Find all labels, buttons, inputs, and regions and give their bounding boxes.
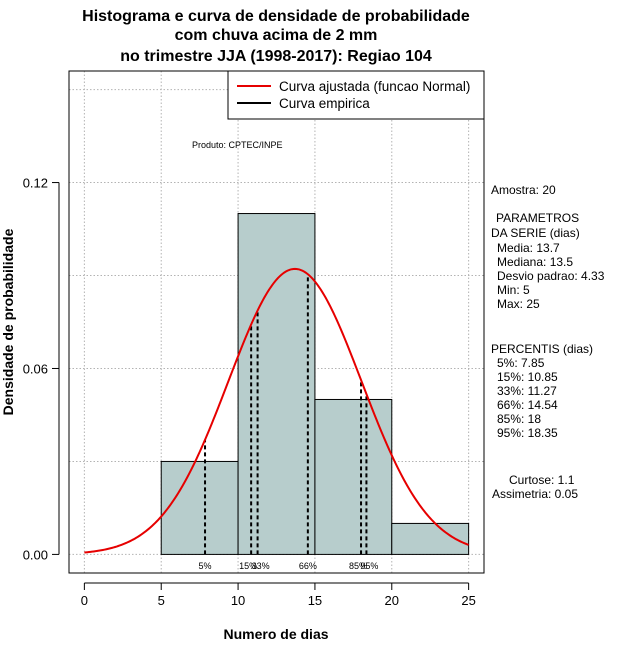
- stats-param-mean: Media: 13.7: [497, 241, 560, 255]
- percentile-label: 66%: [299, 561, 317, 571]
- x-tick-label: 25: [461, 593, 475, 608]
- legend-label-empirical: Curva empirica: [279, 96, 370, 111]
- axes: 0 5 10 15 20 25 0.00 0.06 0.12: [23, 176, 476, 608]
- percentile-label: 85%: [349, 561, 367, 571]
- percentile-label: 5%: [199, 561, 212, 571]
- x-tick-label: 20: [385, 593, 399, 608]
- normal-fit-curve: [84, 267, 469, 554]
- percentile-label: 95%: [360, 561, 378, 571]
- y-tick-label: 0.12: [23, 176, 48, 191]
- stats-percentil-85: 85%: 18: [497, 412, 541, 426]
- percentile-label: 15%: [239, 561, 257, 571]
- stats-percentil-95: 95%: 18.35: [497, 426, 558, 440]
- stats-percentil-66: 66%: 14.54: [497, 398, 558, 412]
- y-tick-label: 0.00: [23, 547, 48, 562]
- histogram-bar: [160, 460, 239, 555]
- stats-param-min: Min: 5: [497, 283, 530, 297]
- percentile-markers: 5% 15%33% 66% 85%95%: [199, 274, 378, 571]
- stats-param-median: Mediana: 13.5: [497, 255, 573, 269]
- stats-percentil-33: 33%: 11.27: [497, 384, 557, 398]
- y-axis-label: Densidade de probabilidade: [0, 228, 16, 415]
- chart-title-line-3: no trimestre JJA (1998-2017): Regiao 104: [120, 48, 432, 65]
- stats-kurtosis: Curtose: 1.1: [509, 473, 575, 487]
- legend: Curva ajustada (funcao Normal) Curva emp…: [227, 70, 485, 120]
- percentile-label: 33%: [252, 561, 270, 571]
- stats-percentis-header: PERCENTIS (dias): [491, 342, 593, 356]
- chart-title-line-2: com chuva acima de 2 mm: [175, 27, 378, 44]
- stats-percentil-5: 5%: 7.85: [497, 356, 545, 370]
- chart-title-line-1: Histograma e curva de densidade de proba…: [82, 8, 470, 25]
- x-axis-label: Numero de dias: [223, 626, 328, 642]
- y-tick-label: 0.06: [23, 361, 48, 376]
- x-tick-label: 0: [81, 593, 88, 608]
- legend-box: [227, 70, 485, 120]
- stats-sample: Amostra: 20: [491, 183, 556, 197]
- x-tick-label: 15: [308, 593, 322, 608]
- stats-params-unit: DA SERIE (dias): [491, 226, 580, 240]
- stats-param-sd: Desvio padrao: 4.33: [497, 269, 605, 283]
- stats-params-header: PARAMETROS: [496, 211, 579, 225]
- density-curve: [84, 267, 469, 554]
- histogram-bar: [314, 398, 393, 555]
- x-tick-label: 10: [231, 593, 245, 608]
- histogram-bar: [237, 213, 316, 555]
- stats-percentil-15: 15%: 10.85: [497, 370, 558, 384]
- legend-label-fitted: Curva ajustada (funcao Normal): [279, 79, 470, 94]
- product-annotation: Produto: CPTEC/INPE: [192, 140, 283, 150]
- stats-panel: Amostra: 20 PARAMETROS DA SERIE (dias) M…: [491, 183, 605, 501]
- x-tick-label: 5: [158, 593, 165, 608]
- histogram-bars: [160, 213, 470, 555]
- stats-skewness: Assimetria: 0.05: [492, 487, 578, 501]
- stats-param-max: Max: 25: [497, 297, 540, 311]
